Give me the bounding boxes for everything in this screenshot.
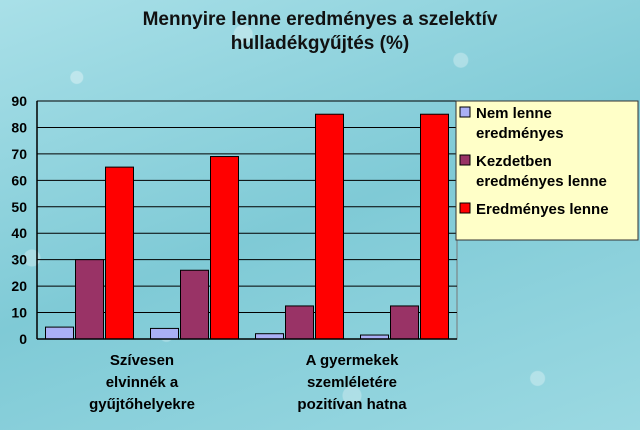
y-tick-label: 90 bbox=[11, 93, 27, 109]
bar bbox=[210, 156, 239, 340]
y-tick-label: 0 bbox=[19, 331, 27, 347]
x-category-label: A gyermekek bbox=[306, 352, 399, 369]
bar bbox=[390, 305, 419, 340]
x-category-label: elvinnék a bbox=[106, 374, 179, 391]
y-tick-labels: 0 10 20 30 40 50 60 70 80 90 bbox=[11, 93, 27, 347]
y-tick-label: 20 bbox=[11, 278, 27, 294]
chart-title-line: Mennyire lenne eredményes a szelektív bbox=[143, 9, 498, 30]
bar bbox=[105, 166, 134, 340]
y-tick-label: 80 bbox=[11, 119, 27, 135]
bar bbox=[255, 333, 284, 340]
x-category-label: pozitívan hatna bbox=[297, 396, 407, 413]
bar bbox=[180, 269, 209, 340]
chart-title-line: hulladékgyűjtés (%) bbox=[231, 33, 409, 54]
y-tick-label: 40 bbox=[11, 225, 27, 241]
y-tick-label: 70 bbox=[11, 146, 27, 162]
bar bbox=[420, 113, 449, 340]
legend-swatch bbox=[459, 202, 471, 214]
legend-swatch bbox=[459, 154, 471, 166]
y-tick-label: 50 bbox=[11, 199, 27, 215]
y-tick-label: 10 bbox=[11, 305, 27, 321]
x-category-label: szemléletére bbox=[307, 374, 397, 391]
bar bbox=[45, 326, 74, 340]
legend-label: Kezdetben bbox=[476, 153, 552, 170]
x-category-label: gyűjtőhelyekre bbox=[89, 396, 195, 413]
bar bbox=[150, 327, 179, 340]
legend-label: Nem lenne bbox=[476, 105, 552, 122]
y-tick-label: 30 bbox=[11, 252, 27, 268]
bar bbox=[315, 113, 344, 340]
bar bbox=[285, 305, 314, 340]
x-category-label: Szívesen bbox=[110, 352, 174, 369]
y-tick-label: 60 bbox=[11, 172, 27, 188]
legend-swatch bbox=[459, 106, 471, 118]
chart-title: Mennyire lenne eredményes a szelektív hul… bbox=[143, 9, 498, 54]
bar bbox=[75, 259, 104, 340]
legend-box bbox=[455, 100, 639, 241]
legend-label: eredményes bbox=[476, 125, 564, 142]
bars bbox=[45, 113, 449, 340]
x-category-labels: Szívesen elvinnék a gyűjtőhelyekre A gyerme… bbox=[89, 352, 407, 413]
legend: Nem lenne eredményes Kezdetben eredményes l… bbox=[455, 100, 639, 241]
legend-label: Eredményes lenne bbox=[476, 201, 609, 218]
legend-label: eredményes lenne bbox=[476, 173, 607, 190]
